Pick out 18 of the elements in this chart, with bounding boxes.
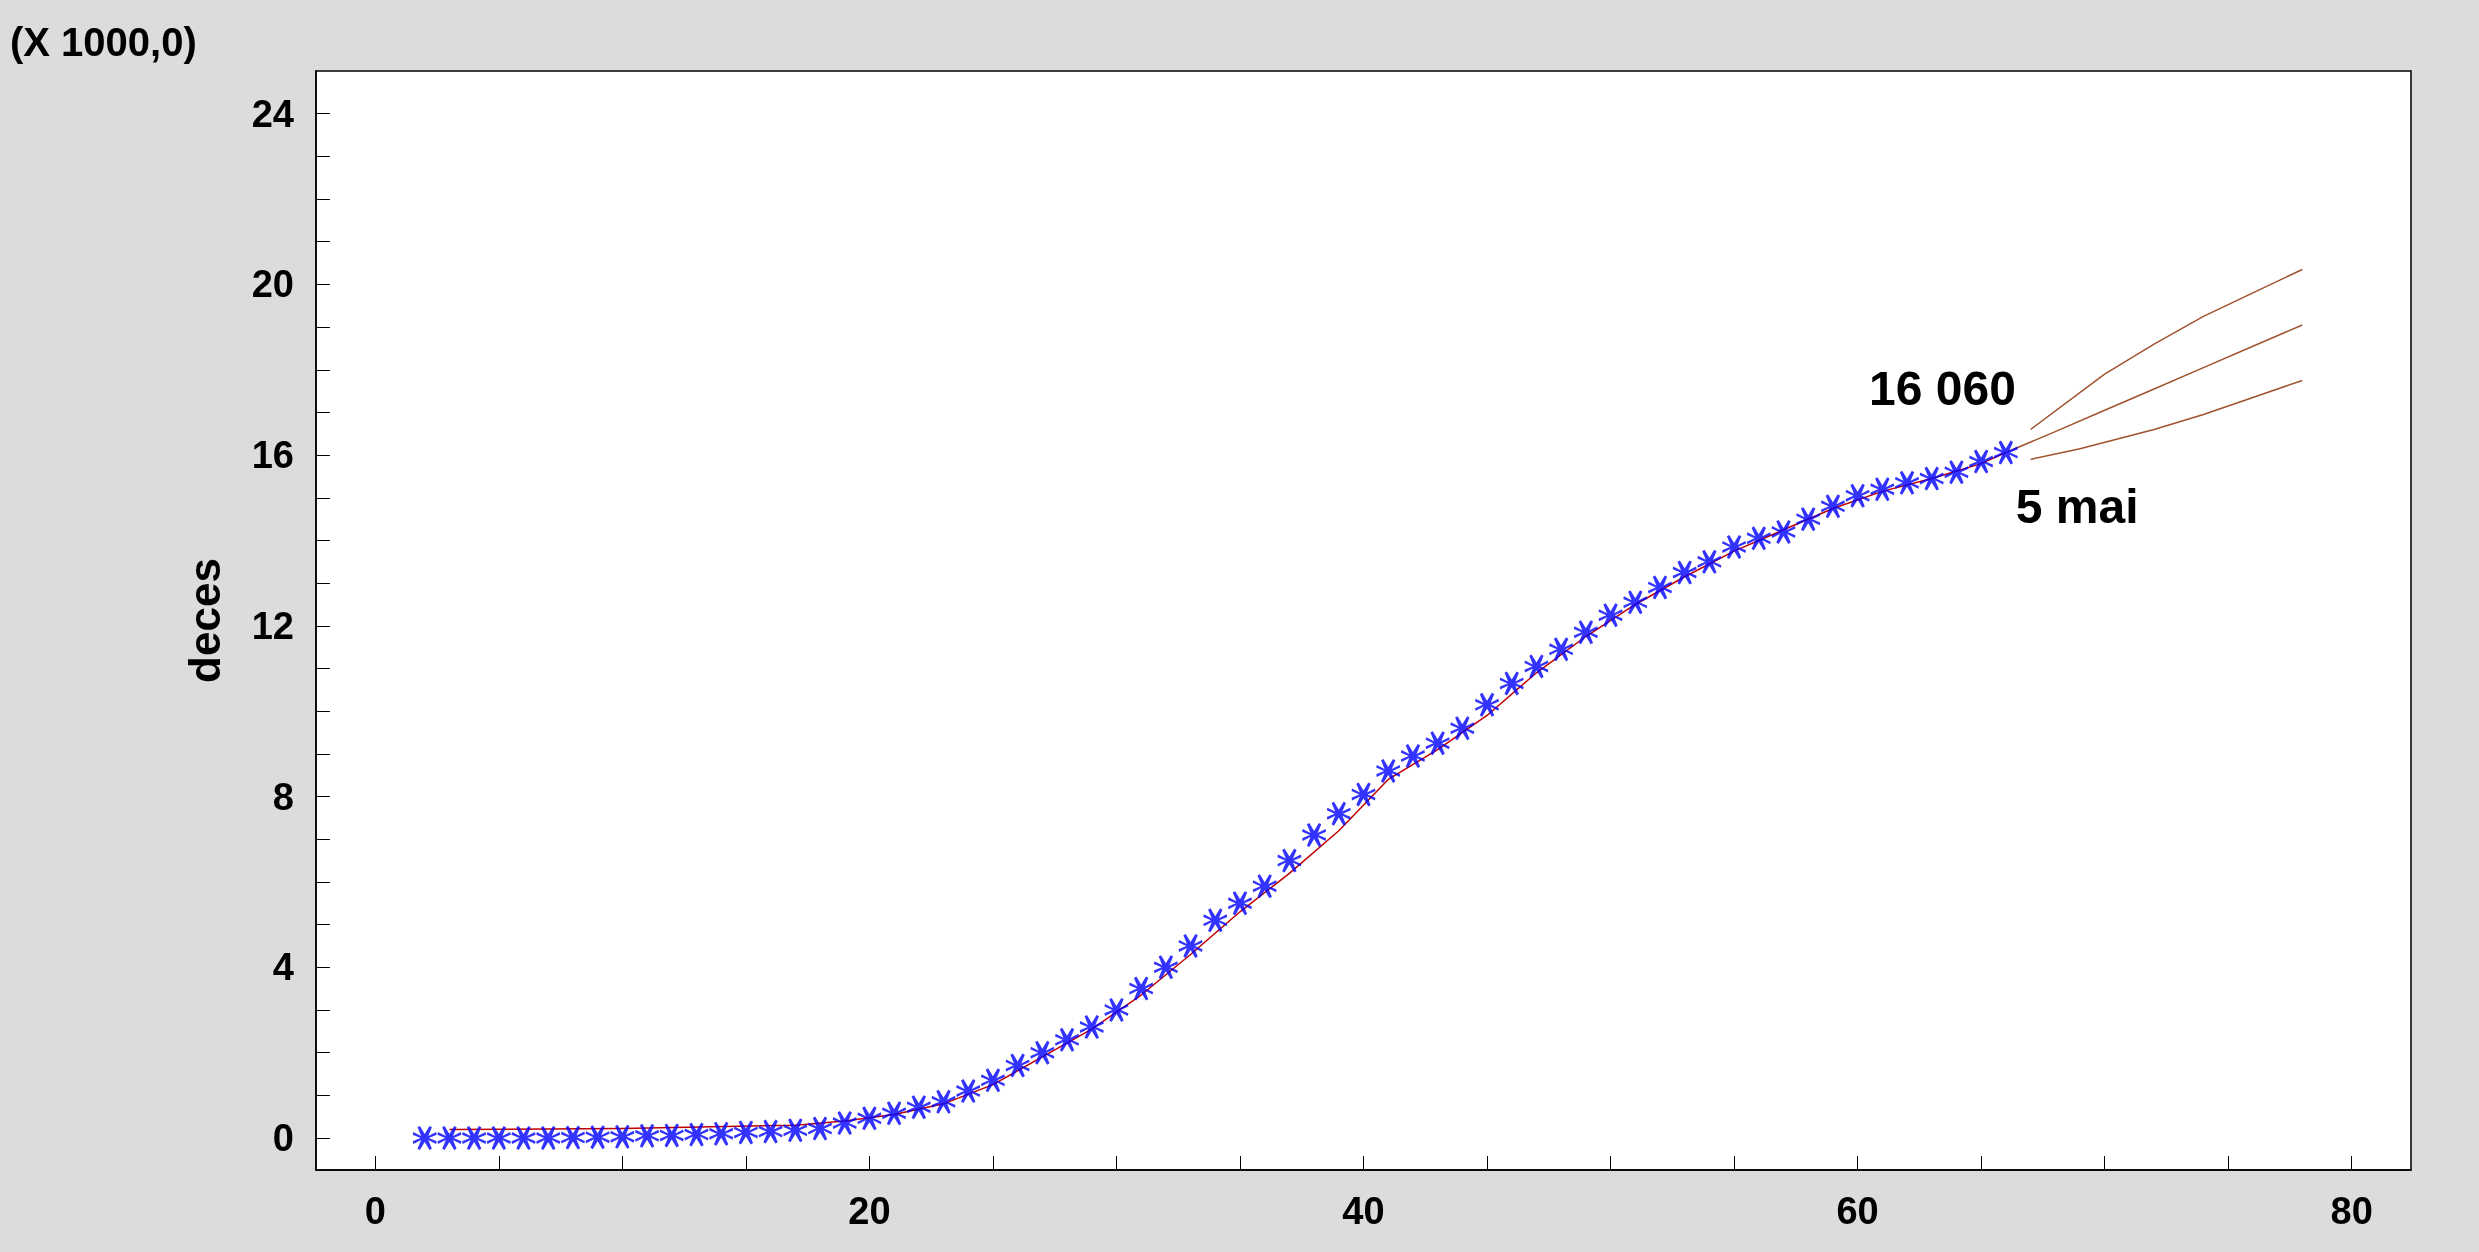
annotation: 16 060 xyxy=(1869,362,2016,416)
y-tick-label: 8 xyxy=(272,775,294,818)
annotation: 5 mai xyxy=(2015,480,2139,534)
y-tick-label: 0 xyxy=(272,1116,294,1159)
x-tick-label: 80 xyxy=(2330,1190,2373,1232)
line-series xyxy=(2029,379,2304,461)
y-tick-label: 4 xyxy=(272,946,294,989)
x-tick-label: 20 xyxy=(848,1190,891,1232)
y-tick-label: 20 xyxy=(251,263,294,306)
y-axis-title: deces xyxy=(179,558,229,683)
x-tick-label: 60 xyxy=(1836,1190,1879,1232)
x-tick-label: 40 xyxy=(1342,1190,1385,1232)
y-tick-label: 16 xyxy=(251,434,294,477)
y-tick-label: 12 xyxy=(251,604,294,647)
line-series xyxy=(2029,268,2304,431)
text: (X 1000,0) xyxy=(10,20,197,64)
y-tick-label: 24 xyxy=(251,92,294,135)
x-tick-label: 0 xyxy=(364,1190,386,1232)
